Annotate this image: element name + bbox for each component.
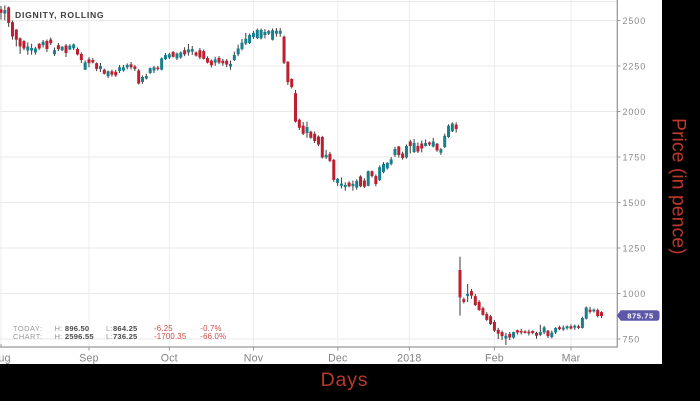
svg-text:Nov: Nov: [244, 353, 264, 365]
svg-text:896.50: 896.50: [65, 324, 89, 333]
svg-text:Price (in pence): Price (in pence): [668, 118, 690, 255]
svg-text:Oct: Oct: [161, 353, 178, 365]
svg-text:Dec: Dec: [328, 353, 348, 365]
svg-text:CHART:: CHART:: [13, 332, 43, 341]
svg-text:TODAY:: TODAY:: [13, 324, 42, 333]
svg-text:Mar: Mar: [562, 353, 581, 365]
svg-text:2000: 2000: [623, 107, 647, 117]
svg-text:Feb: Feb: [485, 353, 504, 365]
svg-text:Days: Days: [321, 369, 369, 391]
svg-text:1250: 1250: [623, 243, 647, 253]
svg-text:-66.0%: -66.0%: [200, 332, 226, 341]
svg-text:H:: H:: [55, 324, 63, 333]
svg-text:2500: 2500: [623, 16, 647, 26]
svg-text:1000: 1000: [623, 289, 647, 299]
svg-text:1750: 1750: [623, 152, 647, 162]
svg-text:864.25: 864.25: [113, 324, 138, 333]
svg-text:L:: L:: [106, 324, 112, 333]
svg-text:2596.55: 2596.55: [65, 332, 94, 341]
svg-text:Sep: Sep: [79, 353, 98, 365]
svg-text:1500: 1500: [623, 198, 647, 208]
svg-text:875.75: 875.75: [627, 311, 654, 320]
svg-text:-6.25: -6.25: [154, 324, 173, 333]
svg-text:L:: L:: [106, 332, 112, 341]
svg-text:-1700.35: -1700.35: [154, 332, 187, 341]
svg-text:750: 750: [623, 334, 641, 344]
svg-text:DIGNITY, ROLLING: DIGNITY, ROLLING: [15, 10, 104, 20]
svg-text:736.25: 736.25: [113, 332, 138, 341]
svg-text:H:: H:: [55, 332, 63, 341]
svg-text:-0.7%: -0.7%: [200, 324, 221, 333]
svg-text:2018: 2018: [397, 353, 421, 365]
svg-text:2250: 2250: [623, 61, 647, 71]
svg-text:Aug: Aug: [0, 353, 11, 365]
